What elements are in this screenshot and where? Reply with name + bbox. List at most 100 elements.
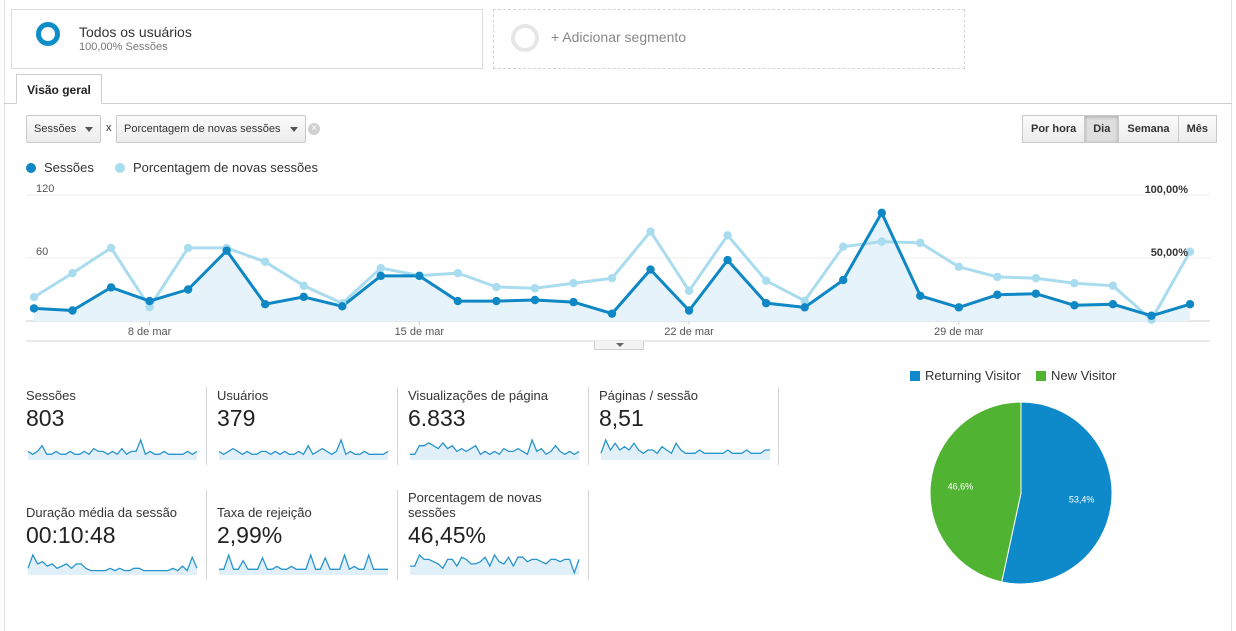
new-sessions-point <box>1185 247 1195 256</box>
new-sessions-point <box>492 282 501 292</box>
new-sessions-point <box>29 292 39 302</box>
metric-label: Porcentagem de novas sessões <box>408 490 542 520</box>
sessions-point <box>800 303 809 312</box>
sessions-point <box>492 296 501 306</box>
sessions-point <box>954 303 963 312</box>
metric-label: Sessões <box>26 388 76 403</box>
month-button[interactable]: Mês <box>1177 115 1217 143</box>
metric-users[interactable]: Usuários 379 <box>217 388 397 432</box>
metric-pages-per-session[interactable]: Páginas / sessão 8,51 <box>599 388 779 432</box>
x-tick-label: 8 de mar <box>128 326 172 338</box>
new-sessions-point <box>839 242 848 251</box>
metric1-select[interactable]: Sessões <box>26 115 101 143</box>
segment-all-users[interactable]: Todos os usuários 100,00% Sessões <box>11 9 483 69</box>
y-left-tick-label: 120 <box>36 183 54 195</box>
sessions-point <box>761 298 771 308</box>
metric-sessions[interactable]: Sessões 803 <box>26 388 206 432</box>
sparkline-fill <box>410 555 579 575</box>
new-sessions-point <box>106 243 116 253</box>
x-tick-label: 29 de mar <box>934 326 984 338</box>
add-segment-button[interactable]: + Adicionar segmento <box>493 9 965 69</box>
sessions-point <box>261 300 270 309</box>
metric-avg-session-duration[interactable]: Duração média da sessão 00:10:48 <box>26 505 206 549</box>
new-sessions-point <box>183 243 193 253</box>
sessions-point <box>183 285 193 294</box>
metric-value: 00:10:48 <box>26 522 116 548</box>
sparkline <box>410 438 580 456</box>
metric-new-sessions-pct[interactable]: Porcentagem de novas sessões 46,45% <box>408 490 578 549</box>
sessions-point <box>222 246 231 255</box>
week-button[interactable]: Semana <box>1118 115 1179 143</box>
pie-legend-new-label: New Visitor <box>1051 368 1117 383</box>
new-sessions-point <box>684 286 694 295</box>
sparkline <box>410 553 580 575</box>
new-sessions-point <box>530 284 540 293</box>
metric-value: 2,99% <box>217 522 283 548</box>
segment-title: Todos os usuários <box>79 24 192 40</box>
chart-labels: 120 60 100,00% 50,00% 8 de mar 15 de mar 22 de… <box>36 183 1188 338</box>
metric-pageviews[interactable]: Visualizações de página 6.833 <box>408 388 588 432</box>
collapse-chart-toggle[interactable] <box>594 341 644 350</box>
chart-points[interactable] <box>29 208 1195 324</box>
sparklines <box>27 438 770 575</box>
metric-divider <box>588 387 589 465</box>
sessions-point <box>145 296 154 306</box>
sparkline <box>27 553 198 572</box>
metric-divider <box>778 387 779 465</box>
sessions-point <box>1031 289 1041 298</box>
add-segment-label: + Adicionar segmento <box>551 29 687 45</box>
sessions-point <box>916 291 925 300</box>
new-sessions-point <box>1108 281 1118 290</box>
sparkline-fill <box>219 440 388 460</box>
y-left-tick-label: 60 <box>36 246 48 258</box>
pie-chart: 53,4% 46,6% <box>929 401 1113 585</box>
y-right-tick-label: 100,00% <box>1145 184 1189 196</box>
metric-divider <box>397 490 398 580</box>
sparkline <box>219 552 388 571</box>
segment-subtitle: 100,00% Sessões <box>79 41 168 53</box>
metric-value: 6.833 <box>408 405 466 431</box>
hourly-button[interactable]: Por hora <box>1022 115 1086 143</box>
metric-label: Usuários <box>217 388 269 403</box>
metric-label: Duração média da sessão <box>26 505 178 520</box>
sessions-point <box>839 275 848 285</box>
chart-area <box>34 212 1190 321</box>
time-granularity-group: Por hora Dia Semana Mês <box>1022 115 1217 143</box>
tab-divider <box>4 103 1232 104</box>
sessions-point <box>569 297 578 307</box>
sessions-area-fill <box>34 212 1190 321</box>
new-sessions-point <box>993 272 1002 282</box>
metric-separator: x <box>106 122 112 134</box>
pie-legend-new-swatch <box>1036 371 1046 381</box>
metric-label: Visualizações de página <box>408 388 548 403</box>
sessions-point <box>1185 300 1195 309</box>
legend-new-sessions: Porcentagem de novas sessões <box>115 160 318 175</box>
sessions-point <box>453 296 463 306</box>
new-sessions-point <box>646 227 655 236</box>
x-tick-label: 22 de mar <box>664 326 714 338</box>
pie-slice-label: 53,4% <box>1069 495 1095 505</box>
sessions-point <box>723 255 732 265</box>
metric2-select-value: Porcentagem de novas sessões <box>124 123 281 135</box>
tab-overview[interactable]: Visão geral <box>16 74 102 104</box>
metric-divider <box>397 387 398 465</box>
metric2-select[interactable]: Porcentagem de novas sessões <box>116 115 306 143</box>
new-sessions-point <box>145 302 154 312</box>
new-sessions-point <box>916 238 925 248</box>
sessions-point <box>29 304 39 313</box>
legend-new-sessions-swatch <box>115 163 125 173</box>
x-tick-label: 15 de mar <box>395 326 445 338</box>
sessions-point <box>646 265 655 274</box>
legend-sessions-swatch <box>26 163 36 173</box>
chevron-down-icon <box>85 127 93 132</box>
sparkline <box>27 438 198 456</box>
clear-metric-icon[interactable]: × <box>308 123 320 135</box>
day-button[interactable]: Dia <box>1084 115 1120 143</box>
chevron-down-icon <box>616 343 624 347</box>
metric-value: 8,51 <box>599 405 644 431</box>
report-frame <box>4 0 1232 631</box>
sessions-point <box>338 302 347 311</box>
metric-bounce-rate[interactable]: Taxa de rejeição 2,99% <box>217 505 397 549</box>
pie-slice <box>1001 401 1113 585</box>
